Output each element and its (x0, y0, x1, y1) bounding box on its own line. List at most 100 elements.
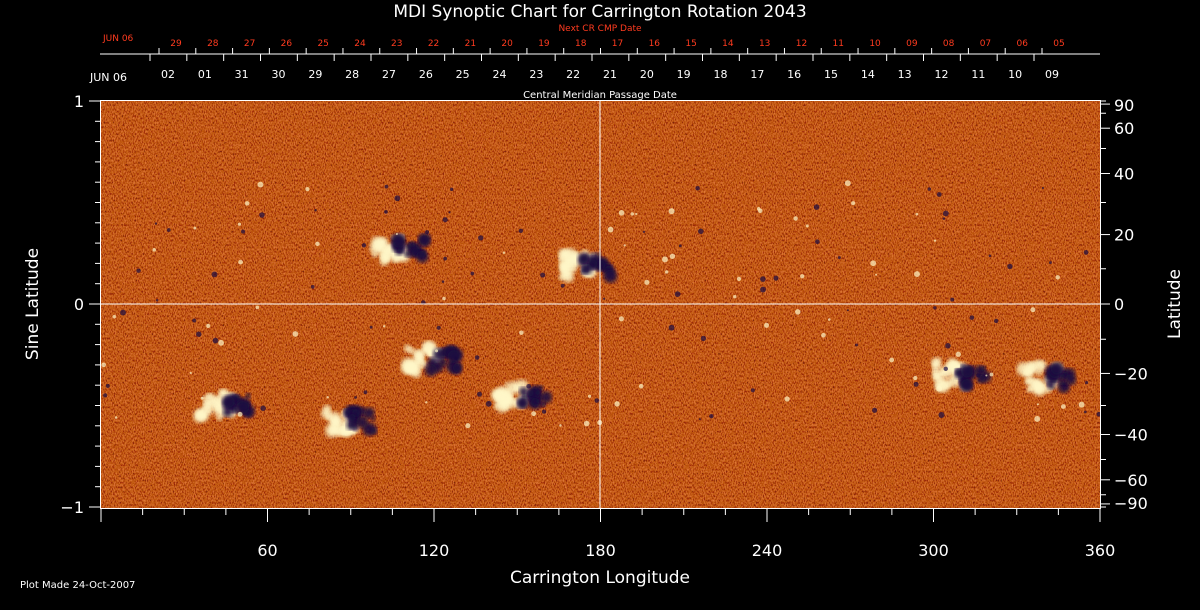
cmp-date-label: 17 (750, 68, 764, 81)
flux-element (441, 280, 445, 283)
flux-element (519, 330, 524, 335)
flux-element (821, 332, 826, 338)
next-cr-date-label: 15 (685, 39, 696, 49)
next-cr-date-label: 27 (244, 39, 255, 49)
flux-element (474, 355, 480, 360)
flux-element (394, 195, 401, 202)
flux-element (614, 401, 620, 407)
cmp-date-label: 16 (787, 68, 801, 81)
flux-element (709, 414, 714, 419)
positive-flux-patch (504, 381, 509, 387)
next-cr-date-label: 06 (1016, 39, 1028, 49)
positive-flux-patch (561, 269, 575, 283)
flux-element (559, 424, 562, 427)
flux-element (114, 416, 118, 419)
flux-element (206, 323, 211, 328)
flux-element (1083, 250, 1089, 255)
flux-element (813, 204, 820, 210)
cmp-date-label: 30 (272, 68, 286, 81)
flux-element (837, 256, 841, 260)
positive-flux-patch (563, 248, 578, 262)
flux-element (540, 272, 546, 278)
cmp-date-label: 20 (640, 68, 654, 81)
cmp-date-label: 23 (529, 68, 543, 81)
flux-element (989, 372, 994, 377)
right-axis-ticks: 90 60 40 20 0 −20 −40 −60 −90 (1100, 96, 1148, 513)
flux-element (155, 298, 159, 302)
flux-element (1041, 186, 1045, 190)
flux-element (244, 201, 250, 206)
negative-flux-patch (1046, 381, 1052, 387)
flux-element (773, 275, 779, 281)
positive-flux-patch (335, 431, 341, 437)
flux-element (914, 271, 920, 278)
flux-element (105, 383, 110, 388)
right-tick-label: −20 (1114, 364, 1148, 383)
negative-flux-patch (447, 349, 461, 364)
flux-element (642, 230, 646, 233)
active-region (400, 341, 464, 378)
flux-element (587, 394, 592, 398)
flux-element (815, 239, 820, 245)
flux-element (211, 271, 218, 278)
cmp-date-label: 31 (235, 68, 249, 81)
bottom-axis-ticks: 60 120 180 240 300 360 (100, 508, 1115, 560)
chart-title: MDI Synoptic Chart for Carrington Rotati… (393, 2, 806, 22)
next-cr-date-label: 23 (391, 39, 402, 49)
next-cr-label: Next CR CMP Date (558, 24, 642, 34)
flux-element (436, 325, 441, 330)
next-cr-date-label: 10 (869, 39, 881, 49)
positive-flux-patch (558, 262, 569, 273)
positive-flux-patch (412, 349, 425, 361)
negative-flux-patch (522, 393, 529, 400)
flux-element (196, 331, 202, 337)
flux-element (1030, 307, 1036, 313)
next-cr-date-label: 13 (759, 39, 770, 49)
flux-element (805, 224, 809, 228)
flux-element (237, 222, 242, 226)
positive-flux-patch (513, 385, 520, 391)
flux-element (933, 306, 937, 310)
positive-flux-patch (322, 404, 332, 413)
next-cr-date-label: 12 (796, 39, 807, 49)
x-tick-label: 180 (585, 541, 616, 560)
flux-element (1078, 401, 1085, 408)
plot-made-note: Plot Made 24-Oct-2007 (20, 580, 136, 591)
flux-element (794, 309, 801, 315)
positive-flux-patch (494, 391, 503, 400)
negative-flux-patch (236, 400, 250, 415)
flux-element (942, 210, 949, 217)
flux-element (136, 268, 141, 273)
flux-element (1034, 416, 1041, 422)
positive-flux-patch (1027, 361, 1039, 372)
positive-flux-patch (202, 407, 207, 412)
negative-flux-patch (418, 233, 430, 246)
flux-element (760, 286, 766, 293)
flux-element (618, 316, 624, 322)
flux-element (424, 230, 430, 235)
flux-element (976, 373, 981, 378)
cmp-date-label: 28 (345, 68, 359, 81)
flux-element (678, 244, 682, 248)
flux-element (875, 273, 878, 276)
flux-element (257, 181, 264, 188)
flux-element (664, 270, 669, 274)
flux-element (872, 407, 878, 413)
x-tick-label: 120 (419, 541, 450, 560)
negative-flux-patch (404, 242, 412, 250)
flux-element (955, 351, 961, 357)
active-region (1016, 359, 1077, 396)
next-cr-date-label: 07 (980, 39, 991, 49)
positive-flux-patch (1026, 385, 1034, 393)
cmp-date-label: 25 (456, 68, 470, 81)
flux-element (607, 226, 614, 233)
negative-flux-patch (452, 362, 463, 373)
active-region (193, 389, 256, 423)
flux-element (1083, 410, 1087, 414)
flux-element (241, 229, 246, 234)
flux-element (915, 212, 919, 216)
cmp-date-label: 26 (419, 68, 433, 81)
y-axis-label-right: Latitude (1165, 269, 1185, 339)
cmp-date-label: 27 (382, 68, 396, 81)
